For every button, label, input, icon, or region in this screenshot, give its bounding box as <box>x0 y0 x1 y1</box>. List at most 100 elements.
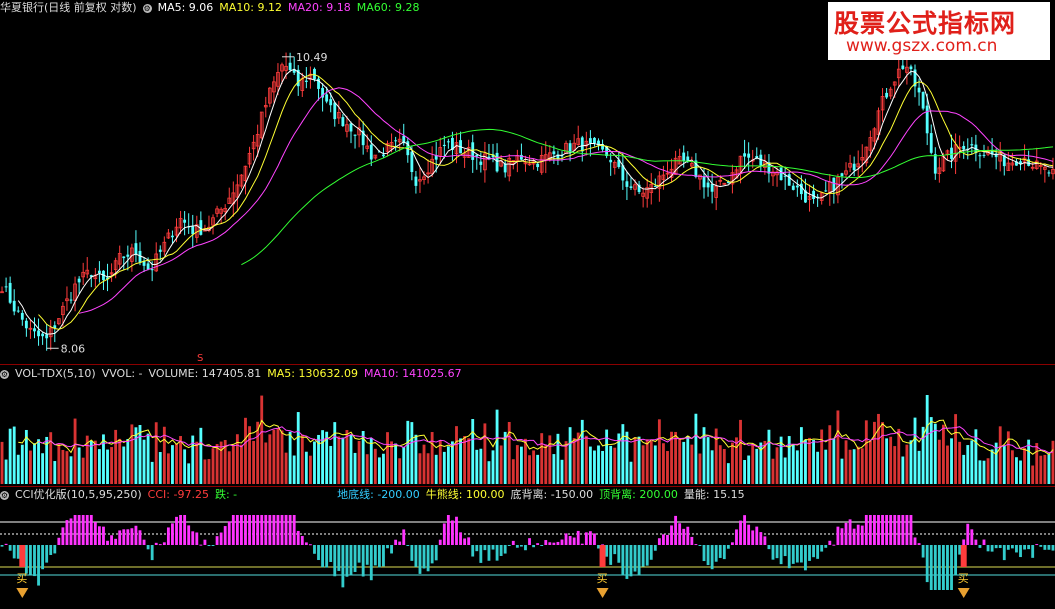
volume-bar <box>909 440 913 484</box>
volume-bar <box>199 427 203 484</box>
volume-bar <box>272 429 276 484</box>
candle-body <box>487 156 491 160</box>
cci-bar <box>852 528 856 545</box>
cci-bar <box>446 515 450 545</box>
candle-body <box>576 138 581 145</box>
volume-bar <box>138 424 142 484</box>
volume-bar <box>97 449 101 484</box>
volume-bar <box>292 455 296 484</box>
volume-bar <box>203 459 207 484</box>
candle-body <box>199 220 203 235</box>
buy-signal-bar <box>599 545 606 567</box>
cci-bar <box>471 545 475 557</box>
candle-body <box>53 325 57 329</box>
cci-bar <box>580 543 584 545</box>
volume-bar <box>864 420 868 484</box>
candle-body <box>365 145 370 149</box>
candle-body <box>840 173 844 177</box>
signal-mark: S <box>197 353 203 364</box>
cci-bar <box>552 542 556 545</box>
candle-body <box>722 182 727 185</box>
volume-bar <box>621 424 625 484</box>
candle-body <box>292 68 296 73</box>
candle-body <box>779 167 783 181</box>
candle-body <box>227 197 232 204</box>
ma20-label: MA20: 9.18 <box>288 1 351 14</box>
cci-bar <box>958 545 962 555</box>
cci-bar <box>459 532 462 545</box>
cci-bar <box>430 545 434 564</box>
candle-body <box>1038 164 1043 167</box>
volume-bar <box>12 426 16 484</box>
candle-body <box>138 250 142 263</box>
candle-body <box>844 170 848 175</box>
cci-bar <box>24 545 28 574</box>
cci-bar <box>142 539 146 545</box>
candle-body <box>1047 172 1051 174</box>
cci-bar <box>982 539 986 545</box>
candle-body <box>970 144 974 146</box>
cci-bar <box>227 521 231 545</box>
volume-bar <box>848 449 852 484</box>
cci-bar <box>799 545 803 563</box>
vol-indicator-name[interactable]: VOL-TDX(5,10) <box>15 367 96 380</box>
candle-body <box>142 260 146 266</box>
cci-bar <box>873 515 876 545</box>
settings-icon[interactable]: ⚙ <box>0 369 9 379</box>
volume-bar <box>718 445 722 484</box>
cci-bar <box>730 542 734 545</box>
candle-body <box>503 163 507 173</box>
stock-title[interactable]: 华夏银行(日线 前复权 对数) <box>0 1 137 14</box>
cci-bar <box>844 522 848 545</box>
vol-ma5-line <box>18 419 1054 456</box>
cci-bar <box>536 543 540 545</box>
candle-body <box>296 69 300 87</box>
volume-bar <box>37 439 40 484</box>
cci-bar <box>479 545 483 563</box>
volume-bar <box>897 428 901 484</box>
cci-bar <box>1035 544 1039 546</box>
volume-bar <box>674 431 678 484</box>
cci-bar <box>106 540 109 545</box>
candle-body <box>357 127 361 136</box>
candle-body <box>48 327 53 338</box>
volume-bar <box>61 449 65 484</box>
cci-bar <box>694 544 698 546</box>
candle-body <box>799 183 803 195</box>
candle-body <box>637 184 641 192</box>
dingbei-label: 顶背离: 200.00 <box>599 488 678 501</box>
volume-bar <box>645 439 649 484</box>
candle-body <box>422 176 426 181</box>
cci-bar <box>317 545 320 561</box>
cci-bar <box>499 545 503 556</box>
cci-bar <box>568 536 572 545</box>
cci-bar <box>524 545 527 551</box>
cci-bar <box>503 545 507 554</box>
cci-bar <box>613 545 617 555</box>
candle-body <box>593 137 596 144</box>
volume-bar <box>495 409 499 484</box>
cci-bar <box>897 515 901 545</box>
settings-icon[interactable]: ⚙ <box>0 490 9 500</box>
candle-body <box>661 174 666 180</box>
cci-bar <box>166 527 170 545</box>
candle-body <box>1010 162 1015 166</box>
cci-bar <box>349 545 353 576</box>
cci-bar <box>686 526 690 545</box>
volume-bar <box>426 453 430 484</box>
volume-bar <box>288 431 292 484</box>
volume-bar <box>211 448 215 484</box>
candle-body <box>369 144 373 160</box>
cci-bar <box>114 538 118 545</box>
settings-icon[interactable]: ⚙ <box>142 3 152 13</box>
volume-bar <box>434 454 438 484</box>
candle-body <box>507 157 512 177</box>
cci-indicator-name[interactable]: CCI优化版(10,5,95,250) <box>15 488 142 501</box>
candle-body <box>434 155 438 160</box>
volume-bar <box>710 450 714 484</box>
cci-bar <box>990 545 994 552</box>
cci-bar <box>313 545 316 554</box>
volume-bar <box>365 454 369 484</box>
volume-bar <box>730 442 734 484</box>
